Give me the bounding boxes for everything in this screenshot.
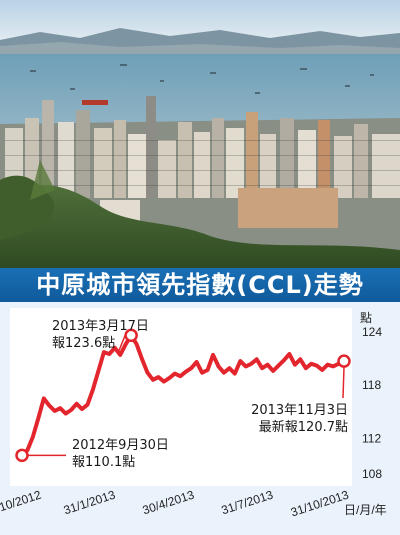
plot-area bbox=[10, 308, 352, 486]
ccl-series-line bbox=[20, 333, 346, 458]
peak-point-marker bbox=[124, 328, 138, 343]
x-axis-label: 日/月/年 bbox=[344, 503, 387, 517]
annotation-value: 報110.1點 bbox=[72, 455, 135, 470]
annotation-date: 2013年11月3日 bbox=[251, 403, 348, 418]
x-tick-label: 31/1/2013 bbox=[62, 487, 117, 517]
annotation-leader bbox=[117, 335, 126, 354]
chart-title: 中原城市領先指數(CCL)走勢 bbox=[0, 268, 400, 302]
x-tick-label: 31/7/2013 bbox=[220, 487, 275, 517]
y-tick-label: 118 bbox=[362, 378, 381, 392]
x-tick-label: 31/10/2012 bbox=[0, 487, 43, 519]
start-point-marker bbox=[15, 448, 29, 463]
annotation-date: 2012年9月30日 bbox=[72, 438, 169, 453]
annotation-leader bbox=[342, 367, 345, 399]
x-tick-label: 31/10/2013 bbox=[289, 487, 351, 519]
y-tick-label: 108 bbox=[362, 467, 382, 481]
y-tick-label: 124 bbox=[362, 325, 382, 339]
series-layer bbox=[15, 328, 351, 463]
hong-kong-skyline-photo bbox=[0, 0, 400, 268]
y-axis: 108 112 118 124 bbox=[362, 325, 382, 481]
y-tick-label: 112 bbox=[362, 431, 381, 445]
chart-panel: 31/10/2012 31/1/2013 30/4/2013 31/7/2013 31/… bbox=[0, 302, 400, 535]
annotation-value: 最新報120.7點 bbox=[259, 419, 348, 435]
latest-point-marker bbox=[337, 354, 351, 368]
x-axis: 31/10/2012 31/1/2013 30/4/2013 31/7/2013 31/… bbox=[0, 487, 351, 519]
annotation-date: 2013年3月17日 bbox=[52, 319, 149, 334]
annotation-value: 報123.6點 bbox=[52, 336, 115, 351]
ccl-line-chart: 31/10/2012 31/1/2013 30/4/2013 31/7/2013 31/… bbox=[0, 308, 387, 519]
skyline-illustration bbox=[0, 0, 400, 268]
x-tick-label: 30/4/2013 bbox=[141, 487, 196, 517]
y-axis-label: 點 bbox=[360, 311, 372, 325]
